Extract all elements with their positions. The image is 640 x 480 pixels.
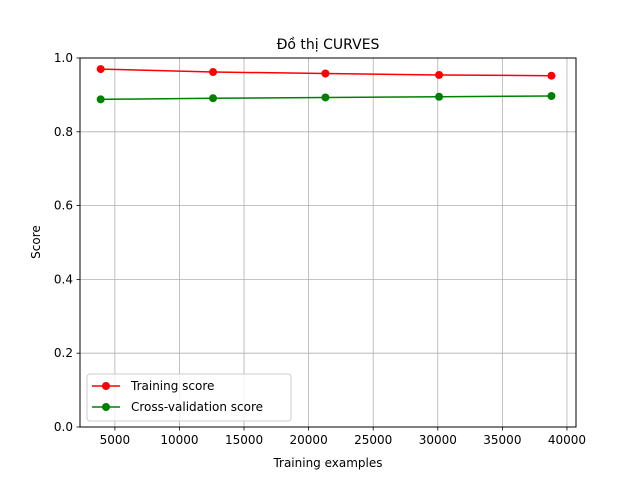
x-ticks: 5000 10000 15000 20000 25000 30000 35000 40000 bbox=[100, 427, 586, 447]
data-point-cross-validation bbox=[321, 93, 330, 102]
series-layer bbox=[96, 65, 556, 104]
x-tick-label: 40000 bbox=[548, 433, 586, 447]
x-tick-label: 20000 bbox=[290, 433, 328, 447]
x-tick-label: 30000 bbox=[419, 433, 457, 447]
y-tick-label: 0.8 bbox=[54, 125, 73, 139]
data-point-training bbox=[435, 70, 444, 79]
x-tick-label: 15000 bbox=[225, 433, 263, 447]
chart-title: Đồ thị CURVES bbox=[277, 36, 380, 53]
legend-box bbox=[86, 373, 292, 422]
data-point-cross-validation bbox=[209, 94, 218, 103]
y-axis-label: Score bbox=[29, 225, 43, 259]
x-tick-label: 10000 bbox=[160, 433, 198, 447]
data-point-training bbox=[321, 69, 330, 78]
legend-marker-training bbox=[102, 382, 110, 390]
data-point-training bbox=[547, 71, 556, 80]
x-tick-label: 5000 bbox=[100, 433, 131, 447]
plot-area bbox=[80, 58, 576, 427]
data-point-cross-validation bbox=[547, 92, 556, 101]
legend: Training score Cross-validation score bbox=[86, 373, 292, 422]
y-tick-label: 0.0 bbox=[54, 420, 73, 434]
y-tick-label: 1.0 bbox=[54, 51, 73, 65]
legend-label-training: Training score bbox=[130, 379, 214, 393]
x-tick-label: 25000 bbox=[354, 433, 392, 447]
data-point-training bbox=[96, 65, 105, 74]
y-tick-label: 0.6 bbox=[54, 199, 73, 213]
y-tick-label: 0.2 bbox=[54, 346, 73, 360]
data-point-cross-validation bbox=[435, 92, 444, 101]
data-point-cross-validation bbox=[96, 95, 105, 104]
data-point-training bbox=[209, 68, 218, 77]
legend-marker-cross-validation bbox=[102, 403, 110, 411]
y-ticks: 0.0 0.2 0.4 0.6 0.8 1.0 bbox=[54, 51, 80, 434]
x-axis-label: Training examples bbox=[272, 456, 382, 470]
y-tick-label: 0.4 bbox=[54, 272, 73, 286]
legend-label-cross-validation: Cross-validation score bbox=[131, 400, 263, 414]
x-tick-label: 35000 bbox=[483, 433, 521, 447]
plot-frame bbox=[79, 57, 577, 428]
